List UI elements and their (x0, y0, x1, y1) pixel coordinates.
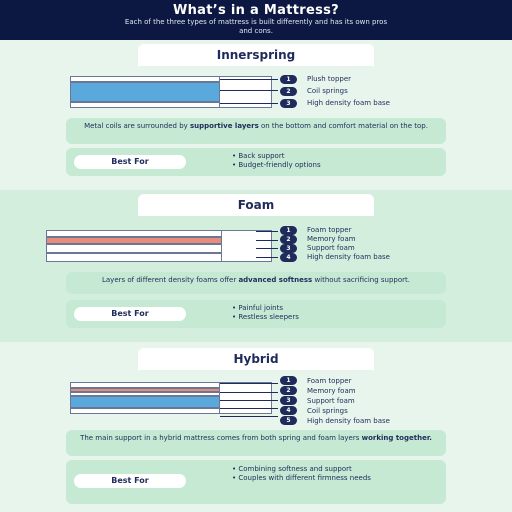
section-description: Metal coils are surrounded by supportive… (66, 118, 446, 144)
leader-line (256, 248, 278, 249)
layer-foam-base (70, 408, 220, 414)
mattress-side (220, 76, 272, 108)
number-badge: 2 (280, 234, 297, 244)
number-badge: 3 (280, 243, 297, 253)
mattress-diagram (70, 76, 272, 108)
leader-line (220, 90, 278, 91)
legend-item: 2 Memory foam (280, 386, 390, 395)
best-for-item: Restless sleepers (232, 313, 299, 322)
legend-item: 1 Foam topper (280, 225, 390, 235)
leader-line (220, 400, 278, 401)
leader-line (256, 240, 278, 241)
legend-item: 2 Coil springs (280, 86, 390, 96)
best-for-item: Combining softness and support (232, 465, 392, 474)
layer-coil-springs (70, 396, 220, 408)
layer-memory-foam (70, 388, 220, 392)
number-badge: 3 (280, 396, 297, 405)
leader-line (256, 257, 278, 258)
number-badge: 5 (280, 416, 297, 425)
best-for-label: Best For (74, 474, 186, 488)
legend-item: 4 High density foam base (280, 252, 390, 262)
layer-memory-foam (46, 237, 222, 244)
layer-legend: 1 Foam topper 2 Memory foam 3 Support foam … (280, 376, 390, 426)
best-for-item: Couples with different firmness needs (232, 474, 392, 483)
best-for-list: Painful joints Restless sleepers (232, 304, 299, 322)
layer-plush-topper (70, 76, 220, 82)
layer-foam-topper (46, 230, 222, 237)
mattress-diagram (70, 382, 272, 414)
section-title: Foam (138, 194, 374, 216)
layer-coil-springs (70, 82, 220, 102)
best-for-list: Combining softness and support Couples w… (232, 465, 392, 483)
best-for-label: Best For (74, 307, 186, 321)
legend-item: 1 Foam topper (280, 376, 390, 385)
best-for-item: Back support (232, 152, 321, 161)
layer-legend: 1 Foam topper 2 Memory foam 3 Support foam … (280, 225, 390, 262)
best-for-panel: Best For Painful joints Restless sleeper… (66, 300, 446, 328)
page-title: What’s in a Mattress? (172, 3, 339, 18)
number-badge: 4 (280, 406, 297, 415)
best-for-label: Best For (74, 155, 186, 169)
mattress-diagram (46, 230, 272, 262)
section-title: Hybrid (138, 348, 374, 370)
section-description: The main support in a hybrid mattress co… (66, 430, 446, 456)
layer-foam-base (46, 253, 222, 262)
mattress-side (220, 382, 272, 414)
legend-item: 4 Coil springs (280, 406, 390, 415)
section-innerspring: Innerspring 1 Plush topper 2 Coil springs … (0, 40, 512, 190)
section-hybrid: Hybrid 1 Foam topper 2 Memory foam 3 Suppor… (0, 342, 512, 512)
leader-line (256, 231, 278, 232)
number-badge: 3 (280, 98, 297, 108)
leader-line (220, 408, 278, 409)
leader-line (220, 416, 278, 417)
mattress-side (222, 230, 272, 262)
layer-support-foam (46, 244, 222, 253)
best-for-panel: Best For Back support Budget-friendly op… (66, 148, 446, 176)
page-subtitle: Each of the three types of mattress is b… (124, 18, 388, 35)
leader-line (220, 392, 278, 393)
number-badge: 2 (280, 386, 297, 395)
number-badge: 2 (280, 86, 297, 96)
best-for-item: Painful joints (232, 304, 299, 313)
layer-legend: 1 Plush topper 2 Coil springs 3 High densit… (280, 74, 390, 110)
legend-item: 2 Memory foam (280, 234, 390, 244)
number-badge: 4 (280, 252, 297, 262)
page-header: What’s in a Mattress? Each of the three … (0, 0, 512, 40)
number-badge: 1 (280, 74, 297, 84)
legend-item: 3 High density foam base (280, 98, 390, 108)
layer-foam-topper (70, 382, 220, 388)
layer-foam-base (70, 102, 220, 108)
legend-item: 1 Plush topper (280, 74, 390, 84)
section-description: Layers of different density foams offer … (66, 272, 446, 294)
leader-line (220, 79, 278, 80)
number-badge: 1 (280, 376, 297, 385)
section-foam: Foam 1 Foam topper 2 Memory foam 3 Support … (0, 190, 512, 342)
legend-item: 3 Support foam (280, 396, 390, 405)
number-badge: 1 (280, 225, 297, 235)
layer-support-foam (70, 392, 220, 396)
best-for-list: Back support Budget-friendly options (232, 152, 321, 170)
leader-line (220, 383, 278, 384)
leader-line (220, 103, 278, 104)
legend-item: 3 Support foam (280, 243, 390, 253)
best-for-item: Budget-friendly options (232, 161, 320, 170)
section-title: Innerspring (138, 44, 374, 66)
legend-item: 5 High density foam base (280, 416, 390, 425)
best-for-panel: Best For Combining softness and support … (66, 460, 446, 504)
